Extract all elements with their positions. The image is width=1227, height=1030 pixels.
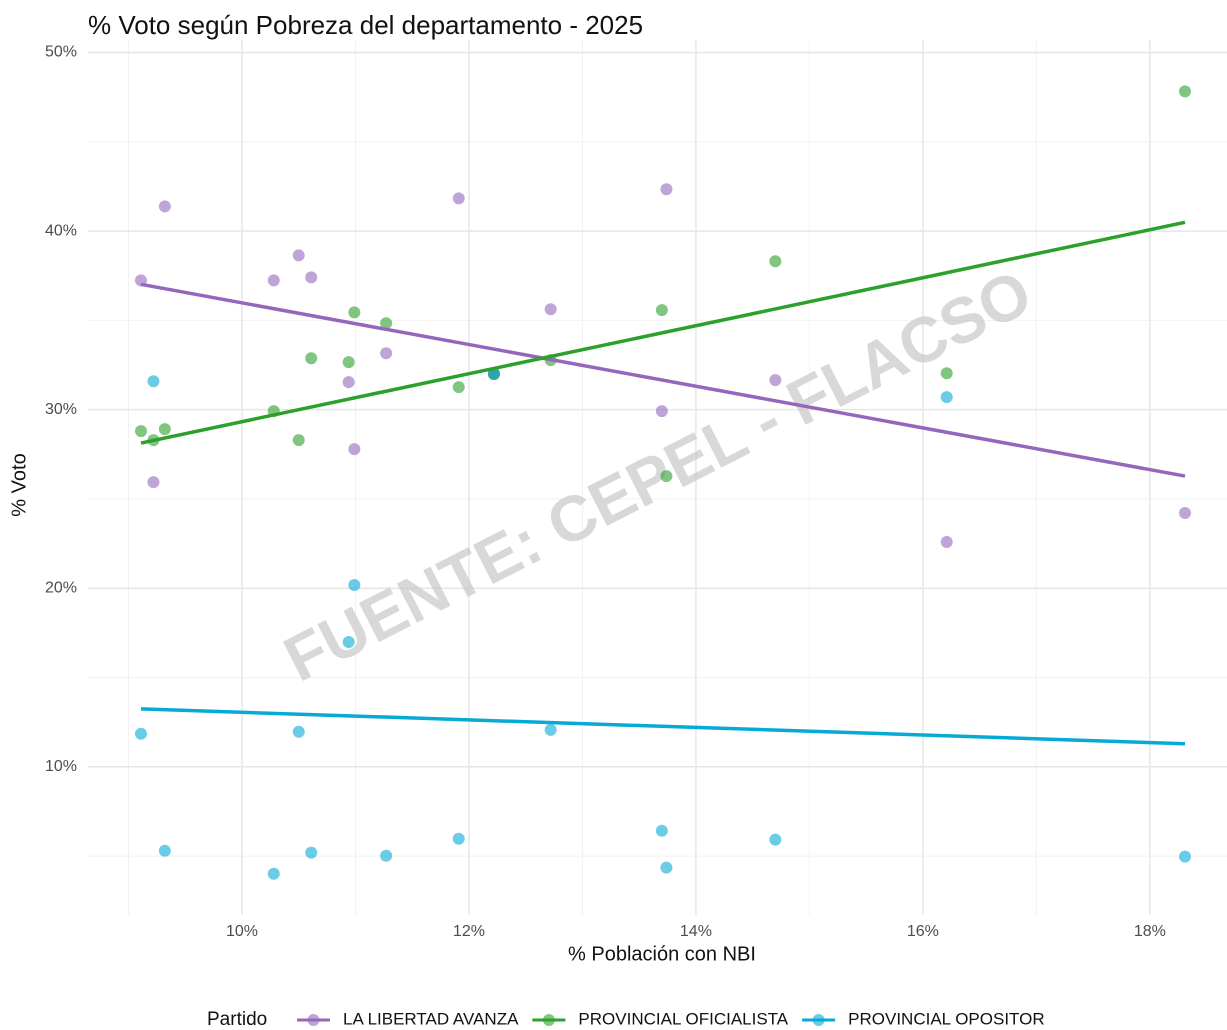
data-point xyxy=(292,725,305,738)
x-tick-label: 10% xyxy=(226,923,258,940)
data-point xyxy=(342,356,355,369)
x-tick-label: 14% xyxy=(680,923,712,940)
data-point xyxy=(544,303,557,316)
data-point xyxy=(342,635,355,648)
data-point xyxy=(380,317,393,330)
legend-swatch-point xyxy=(542,1014,555,1026)
data-point xyxy=(158,200,171,213)
data-point xyxy=(147,476,160,489)
data-point xyxy=(544,723,557,736)
data-point xyxy=(655,824,668,837)
data-point xyxy=(940,535,953,548)
x-tick-label: 12% xyxy=(453,923,485,940)
data-point xyxy=(305,271,318,284)
data-point xyxy=(660,470,673,483)
legend-item: LA LIBERTAD AVANZA xyxy=(297,1009,519,1028)
x-tick-label: 18% xyxy=(1134,923,1166,940)
data-point xyxy=(305,846,318,859)
trend-line xyxy=(140,707,1186,746)
y-tick-label: 30% xyxy=(45,401,77,418)
data-point xyxy=(452,381,465,394)
data-point xyxy=(660,183,673,196)
data-point xyxy=(267,867,280,880)
data-point xyxy=(380,347,393,360)
legend-item: PROVINCIAL OFICIALISTA xyxy=(532,1009,789,1028)
x-axis-title: % Población con NBI xyxy=(568,943,756,965)
data-point xyxy=(158,844,171,857)
legend-label: PROVINCIAL OFICIALISTA xyxy=(578,1009,788,1028)
data-point xyxy=(452,832,465,845)
data-point xyxy=(292,249,305,262)
data-point xyxy=(348,306,361,319)
trend-line xyxy=(140,282,1186,478)
data-point xyxy=(134,425,147,438)
legend-item: PROVINCIAL OPOSITOR xyxy=(802,1009,1045,1028)
data-point xyxy=(769,255,782,268)
data-point xyxy=(452,192,465,205)
data-point xyxy=(769,374,782,387)
y-tick-label: 40% xyxy=(45,222,77,239)
data-point xyxy=(655,405,668,418)
data-point xyxy=(305,352,318,365)
data-point xyxy=(147,375,160,388)
data-point xyxy=(655,304,668,317)
data-point xyxy=(348,579,361,591)
y-tick-label: 10% xyxy=(45,758,77,775)
data-point xyxy=(1179,850,1192,863)
y-tick-label: 50% xyxy=(45,44,77,61)
chart-title: % Voto según Pobreza del departamento - … xyxy=(88,10,643,40)
legend-swatch-point xyxy=(307,1014,320,1026)
data-point xyxy=(134,727,147,740)
data-point xyxy=(267,274,280,287)
data-point xyxy=(158,423,171,436)
data-point xyxy=(342,376,355,389)
legend-label: PROVINCIAL OPOSITOR xyxy=(848,1009,1045,1028)
data-point xyxy=(292,434,305,447)
trend-line xyxy=(140,220,1186,445)
data-point xyxy=(1179,507,1192,520)
legend-swatch-point xyxy=(812,1014,825,1026)
data-point xyxy=(660,861,673,874)
y-axis-title: % Voto xyxy=(8,453,30,516)
legend-title: Partido xyxy=(207,1009,267,1030)
y-tick-label: 20% xyxy=(45,579,77,596)
data-point xyxy=(380,849,393,862)
data-point xyxy=(940,391,953,404)
data-point xyxy=(769,833,782,846)
data-point xyxy=(940,367,953,380)
data-point xyxy=(1179,85,1192,98)
x-tick-label: 16% xyxy=(907,923,939,940)
legend-label: LA LIBERTAD AVANZA xyxy=(343,1009,519,1028)
data-point xyxy=(348,443,361,456)
